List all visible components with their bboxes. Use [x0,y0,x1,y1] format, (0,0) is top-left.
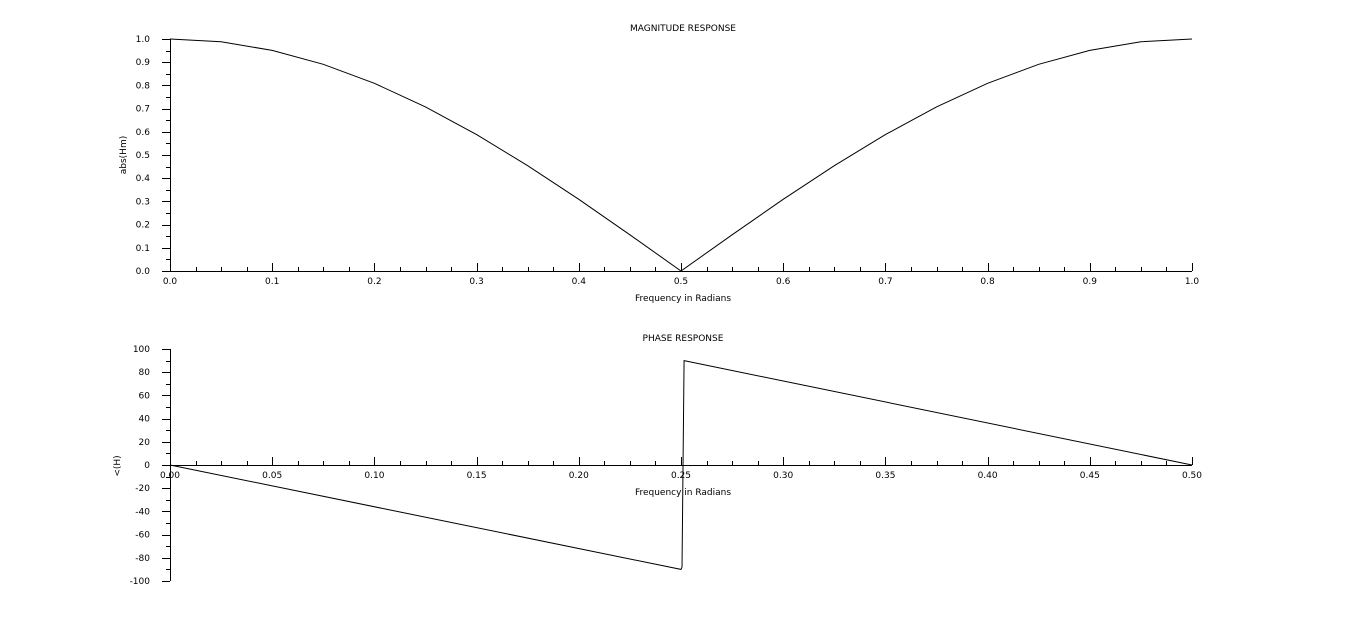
phase-y-tick-label: 100 [133,345,150,355]
magnitude-x-tick-label: 0.7 [878,277,892,287]
phase-y-tick-label: -20 [135,484,150,494]
magnitude-x-tick-label: 0.1 [265,277,279,287]
phase-y-tick-label: 40 [139,415,151,425]
phase-y-tick-label: -40 [135,507,150,517]
magnitude-y-tick-label: 1.0 [136,35,151,45]
magnitude-series-line [169,38,1193,272]
magnitude-y-tick-label: 0.6 [136,128,151,138]
magnitude-y-tick-label: 0.4 [136,174,151,184]
magnitude-title: MAGNITUDE RESPONSE [630,24,736,34]
magnitude-y-tick-label: 0.9 [136,58,151,68]
phase-axes: -100 -80 -60 -40 -20 0 20 40 60 80 100 0.00 0.05 0.10… [130,345,1203,587]
magnitude-x-tick-label: 0.4 [572,277,587,287]
magnitude-axes: 0.0 0.1 0.2 0.3 0.4 0.5 0.6 0.7 0.8 0.9 1.0 0.0 0.1 0… [136,35,1200,287]
phase-y-tick-label: -100 [130,577,151,587]
phase-x-tick-label: 0.45 [1080,471,1100,481]
magnitude-marks [169,38,1193,272]
phase-x-tick-label: 0.00 [160,471,180,481]
phase-x-tick-label: 0.20 [569,471,589,481]
magnitude-x-tick-label: 1.0 [1185,277,1200,287]
phase-y-tick-label: 80 [139,368,151,378]
magnitude-x-tick-label: 0.0 [163,277,178,287]
phase-x-tick-label: 0.40 [978,471,998,481]
phase-y-tick-label: 20 [139,438,151,448]
phase-series-line [169,359,1193,570]
phase-x-tick-label: 0.50 [1182,471,1202,481]
magnitude-x-tick-label: 0.6 [776,277,791,287]
magnitude-x-axis-label: Frequency in Radians [635,294,731,304]
phase-x-tick-label: 0.30 [773,471,793,481]
magnitude-y-tick-label: 0.8 [136,81,151,91]
phase-marks [169,359,1193,570]
magnitude-x-tick-label: 0.9 [1083,277,1098,287]
magnitude-y-tick-label: 0.1 [136,244,150,254]
phase-x-tick-label: 0.10 [364,471,384,481]
phase-x-tick-label: 0.05 [262,471,282,481]
magnitude-x-tick-label: 0.8 [980,277,995,287]
phase-x-tick-label: 0.35 [875,471,895,481]
magnitude-y-tick-label: 0.2 [136,221,150,231]
phase-y-tick-label: 60 [139,391,151,401]
phase-y-tick-label: -60 [135,531,150,541]
phase-title: PHASE RESPONSE [643,334,724,344]
phase-x-tick-label: 0.15 [467,471,487,481]
magnitude-y-tick-label: 0.5 [136,151,150,161]
phase-y-tick-label: 0 [144,461,150,471]
magnitude-y-tick-label: 0.7 [136,105,150,115]
magnitude-y-tick-label: 0.3 [136,197,150,207]
phase-x-tick-label: 0.25 [671,471,691,481]
phase-plot: PHASE RESPONSE Frequency in Radians <(H)… [113,334,1202,587]
magnitude-y-tick-label: 0.0 [136,267,151,277]
magnitude-x-tick-label: 0.2 [367,277,381,287]
phase-y-axis-label: <(H) [113,455,123,476]
magnitude-y-axis-label: abs(Hm) [119,136,129,174]
magnitude-x-tick-label: 0.3 [469,277,483,287]
magnitude-plot: MAGNITUDE RESPONSE Frequency in Radians … [119,24,1199,304]
magnitude-x-tick-label: 0.5 [674,277,688,287]
phase-y-tick-label: -80 [135,554,150,564]
